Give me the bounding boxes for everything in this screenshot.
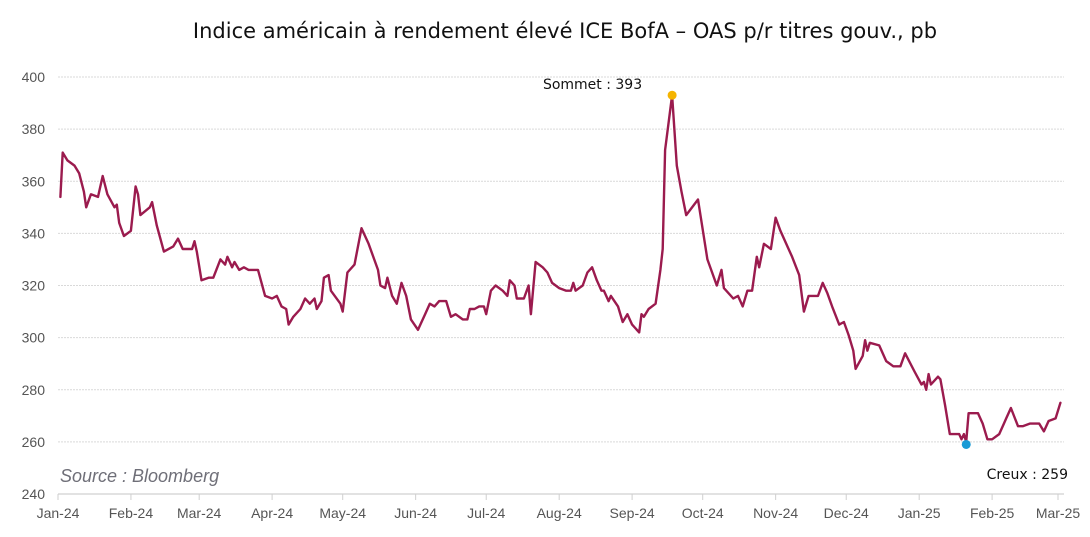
- y-tick-label: 300: [22, 330, 46, 346]
- chart-title: Indice américain à rendement élevé ICE B…: [193, 19, 937, 43]
- gridlines: [58, 76, 1064, 495]
- y-tick-label: 400: [22, 69, 46, 85]
- x-tick-label: Apr-24: [251, 505, 293, 521]
- annotations: Sommet : 393 Creux : 259: [543, 77, 1068, 483]
- y-axis-ticks: 240 260 280 300 320 340 360 380 400: [22, 69, 46, 502]
- y-tick-label: 260: [22, 434, 46, 450]
- x-tick-label: Feb-24: [109, 505, 154, 521]
- peak-marker: [667, 90, 677, 100]
- trough-label: Creux : 259: [987, 467, 1068, 483]
- peak-label: Sommet : 393: [543, 77, 642, 93]
- series-line: [59, 94, 1062, 444]
- y-tick-label: 360: [22, 173, 46, 189]
- x-axis-ticks: Jan-24 Feb-24 Mar-24 Apr-24 May-24 Jun-24 Jul-…: [37, 494, 1081, 521]
- x-tick-label: Jun-24: [394, 505, 437, 521]
- series-layer: [59, 94, 1062, 444]
- x-tick-label: Sep-24: [610, 505, 655, 521]
- trough-marker: [961, 439, 971, 449]
- y-tick-label: 240: [22, 486, 46, 502]
- x-tick-label: Oct-24: [682, 505, 724, 521]
- x-tick-label: Nov-24: [753, 505, 798, 521]
- x-tick-label: May-24: [319, 505, 366, 521]
- y-tick-label: 340: [22, 225, 46, 241]
- x-tick-label: Jan-24: [37, 505, 80, 521]
- x-tick-label: Dec-24: [824, 505, 869, 521]
- x-tick-label: Mar-25: [1036, 505, 1081, 521]
- x-tick-label: Jul-24: [467, 505, 505, 521]
- y-tick-label: 380: [22, 121, 46, 137]
- x-tick-label: Jan-25: [898, 505, 941, 521]
- x-tick-label: Mar-24: [177, 505, 222, 521]
- y-tick-label: 320: [22, 278, 46, 294]
- x-tick-label: Aug-24: [537, 505, 582, 521]
- x-tick-label: Feb-25: [970, 505, 1015, 521]
- y-tick-label: 280: [22, 382, 46, 398]
- source-label: Source : Bloomberg: [60, 466, 219, 486]
